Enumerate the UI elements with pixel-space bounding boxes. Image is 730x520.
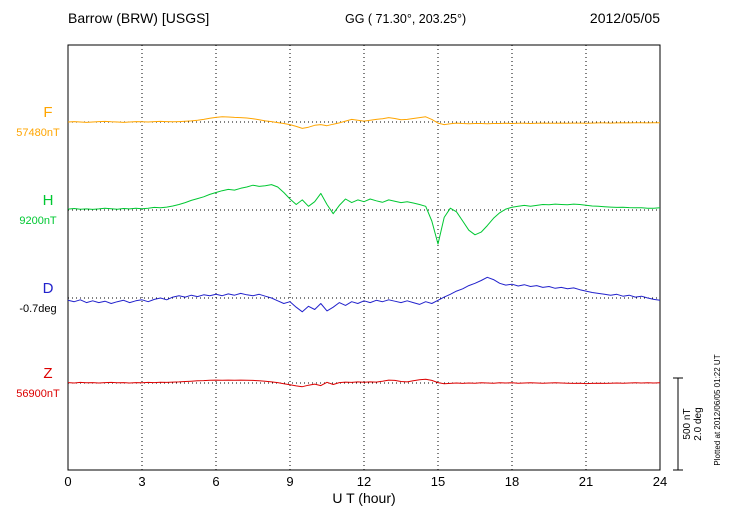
station-title: Barrow (BRW) [USGS]	[68, 10, 210, 26]
series-baseline-value-D: -0.7deg	[19, 303, 57, 315]
series-label-F: F	[43, 104, 53, 121]
scale-bar-deg-label: 2.0 deg	[693, 407, 704, 440]
trace-H	[67, 184, 661, 245]
series-label-Z: Z	[43, 365, 53, 382]
x-tick-label-6: 6	[212, 474, 219, 489]
scale-bar-nt-label: 500 nT	[682, 408, 693, 439]
x-tick-label-15: 15	[431, 474, 445, 489]
plotted-at-note: Plotted at 2012/06/05 01:22 UT	[713, 354, 722, 465]
trace-Z	[67, 378, 661, 388]
x-tick-label-0: 0	[64, 474, 71, 489]
x-tick-label-9: 9	[286, 474, 293, 489]
x-tick-label-21: 21	[579, 474, 593, 489]
series-baseline-value-Z: 56900nT	[16, 388, 60, 400]
series-baseline-value-H: 9200nT	[19, 215, 57, 227]
geographic-coords: GG ( 71.30°, 203.25°)	[345, 12, 467, 26]
trace-F	[67, 116, 660, 129]
x-axis-title: U T (hour)	[332, 490, 396, 506]
series-label-D: D	[42, 280, 54, 297]
x-tick-label-12: 12	[357, 474, 371, 489]
x-tick-label-3: 3	[138, 474, 145, 489]
x-tick-label-24: 24	[653, 474, 667, 489]
plot-date: 2012/05/05	[589, 10, 660, 26]
trace-D	[67, 276, 661, 313]
series-baseline-value-F: 57480nT	[16, 127, 60, 139]
series-label-H: H	[42, 192, 54, 209]
x-tick-label-18: 18	[505, 474, 519, 489]
